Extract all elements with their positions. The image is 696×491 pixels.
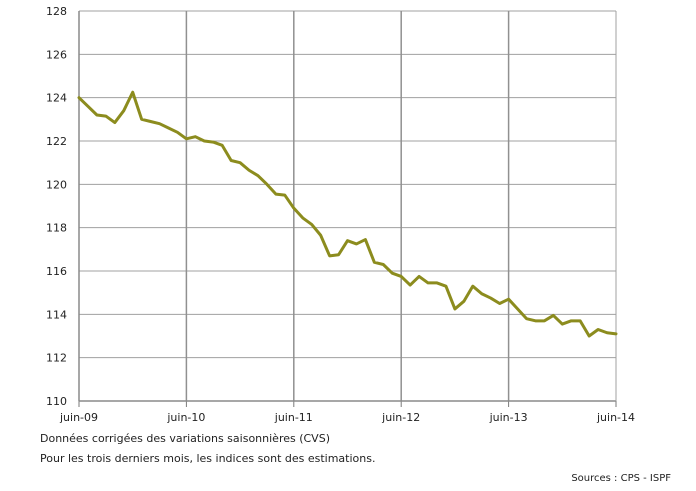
x-tick-label-juin-11: juin-11 — [274, 411, 313, 424]
note-estimations: Pour les trois derniers mois, les indice… — [40, 452, 376, 465]
y-tick-label-126: 126 — [46, 48, 67, 61]
x-tick-label-juin-09: juin-09 — [59, 411, 98, 424]
y-tick-label-110: 110 — [46, 395, 67, 408]
y-tick-label-114: 114 — [46, 308, 67, 321]
x-tick-label-juin-13: juin-13 — [489, 411, 528, 424]
x-tick-label-juin-12: juin-12 — [381, 411, 420, 424]
y-tick-label-118: 118 — [46, 222, 67, 235]
x-tick-label-juin-14: juin-14 — [596, 411, 635, 424]
grid — [79, 10, 616, 401]
axes — [78, 11, 617, 407]
y-tick-label-120: 120 — [46, 178, 67, 191]
source-credit: Sources : CPS - ISPF — [571, 473, 671, 484]
series — [77, 90, 618, 338]
y-tick-label-122: 122 — [46, 135, 67, 148]
y-tick-label-112: 112 — [46, 352, 67, 365]
y-tick-label-128: 128 — [46, 5, 67, 18]
x-tick-label-juin-10: juin-10 — [166, 411, 205, 424]
y-tick-label-116: 116 — [46, 265, 67, 278]
series-line — [77, 90, 618, 338]
y-tick-label-124: 124 — [46, 92, 67, 105]
note-cvs: Données corrigées des variations saisonn… — [40, 432, 330, 445]
tick-labels: 110 112 114 116 118 120 122 124 126 128 juin-09 jui… — [46, 5, 635, 424]
line-chart: 110 112 114 116 118 120 122 124 126 128 juin-09 jui… — [46, 5, 635, 424]
